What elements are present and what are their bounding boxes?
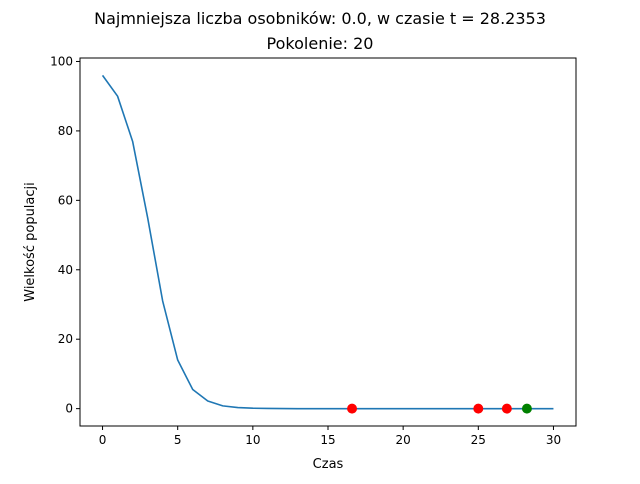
x-tick-label: 15 xyxy=(320,433,335,447)
y-tick-label: 0 xyxy=(65,402,73,416)
x-tick-label: 0 xyxy=(99,433,107,447)
y-tick-label: 80 xyxy=(58,124,73,138)
x-tick-label: 10 xyxy=(245,433,260,447)
x-tick-label: 20 xyxy=(396,433,411,447)
x-tick-label: 5 xyxy=(174,433,182,447)
event-point xyxy=(501,403,512,414)
y-axis-label: Wielkość populacji xyxy=(23,182,38,302)
y-tick-label: 40 xyxy=(58,263,73,277)
minimum-point xyxy=(521,403,532,414)
x-tick-label: 25 xyxy=(471,433,486,447)
x-axis-label: Czas xyxy=(313,457,344,472)
y-tick-label: 60 xyxy=(58,193,73,207)
plot-area xyxy=(80,58,576,426)
y-tick-label: 100 xyxy=(50,54,73,68)
plot-frame xyxy=(79,57,577,427)
y-tick-label: 20 xyxy=(58,332,73,346)
chart-title-line2: Pokolenie: 20 xyxy=(267,34,374,53)
event-point xyxy=(473,403,484,414)
event-point xyxy=(347,403,358,414)
chart-title-line1: Najmniejsza liczba osobników: 0.0, w cza… xyxy=(94,9,546,28)
x-tick-label: 30 xyxy=(546,433,561,447)
